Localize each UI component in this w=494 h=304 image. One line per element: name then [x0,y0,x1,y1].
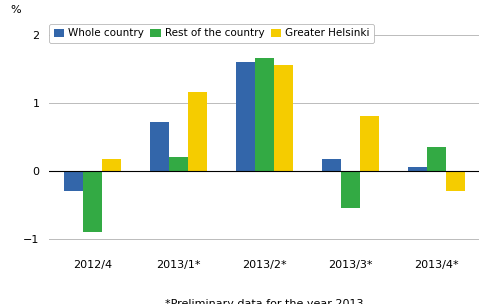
Text: *Preliminary data for the year 2013: *Preliminary data for the year 2013 [165,299,364,304]
Bar [102,159,121,171]
Bar [274,65,292,171]
Bar [188,92,206,171]
Bar [169,157,188,171]
Bar [427,147,446,171]
Bar [408,168,427,171]
Bar [236,62,255,171]
Text: %: % [11,5,21,15]
Bar [341,171,360,208]
Bar [446,171,464,191]
Bar [360,116,378,171]
Bar [150,122,169,171]
Bar [83,171,102,232]
Legend: Whole country, Rest of the country, Greater Helsinki: Whole country, Rest of the country, Grea… [49,24,374,43]
Bar [64,171,83,191]
Bar [322,159,341,171]
Bar [255,58,274,171]
